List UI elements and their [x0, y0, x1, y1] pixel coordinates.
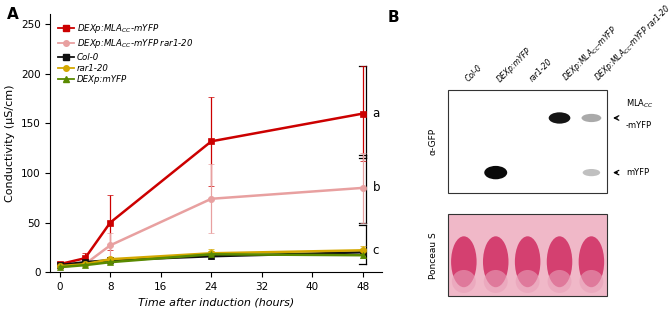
Text: DEXp:MLA$_{CC}$-mYFP rar1-20: DEXp:MLA$_{CC}$-mYFP rar1-20	[592, 2, 670, 84]
Text: A: A	[7, 7, 19, 22]
Ellipse shape	[580, 270, 604, 293]
Ellipse shape	[583, 169, 600, 176]
Legend: DEXp:MLA$_{CC}$-mYFP, DEXp:MLA$_{CC}$-mYFP rar1-20, Col-0, rar1-20, DEXp:mYFP: DEXp:MLA$_{CC}$-mYFP, DEXp:MLA$_{CC}$-mY…	[54, 19, 197, 87]
Text: Ponceau S: Ponceau S	[429, 232, 438, 279]
X-axis label: Time after induction (hours): Time after induction (hours)	[138, 298, 294, 308]
Text: rar1-20: rar1-20	[528, 57, 554, 84]
Ellipse shape	[484, 270, 508, 293]
Ellipse shape	[516, 270, 539, 293]
Text: MLA$_{CC}$: MLA$_{CC}$	[626, 98, 654, 110]
Ellipse shape	[547, 270, 572, 293]
Ellipse shape	[452, 270, 476, 293]
Y-axis label: Conductivity (μS/cm): Conductivity (μS/cm)	[5, 85, 15, 202]
Text: Col-0: Col-0	[464, 63, 484, 84]
Bar	[448, 214, 608, 296]
Text: DEXp:MLA$_{CC}$-mYFP: DEXp:MLA$_{CC}$-mYFP	[559, 23, 620, 84]
Ellipse shape	[547, 236, 572, 287]
Bar	[448, 90, 608, 193]
Text: -mYFP: -mYFP	[626, 121, 652, 130]
Text: B: B	[388, 10, 400, 25]
Ellipse shape	[549, 112, 570, 124]
Ellipse shape	[579, 236, 604, 287]
Ellipse shape	[515, 236, 541, 287]
Ellipse shape	[451, 236, 476, 287]
Text: DEXp:mYFP: DEXp:mYFP	[496, 46, 533, 84]
Text: mYFP: mYFP	[626, 168, 649, 177]
Text: c: c	[373, 244, 379, 257]
Text: b: b	[373, 181, 380, 194]
Ellipse shape	[484, 166, 507, 179]
Text: a: a	[373, 107, 380, 120]
Text: α-GFP: α-GFP	[429, 128, 438, 155]
Ellipse shape	[483, 236, 509, 287]
Ellipse shape	[582, 114, 601, 122]
